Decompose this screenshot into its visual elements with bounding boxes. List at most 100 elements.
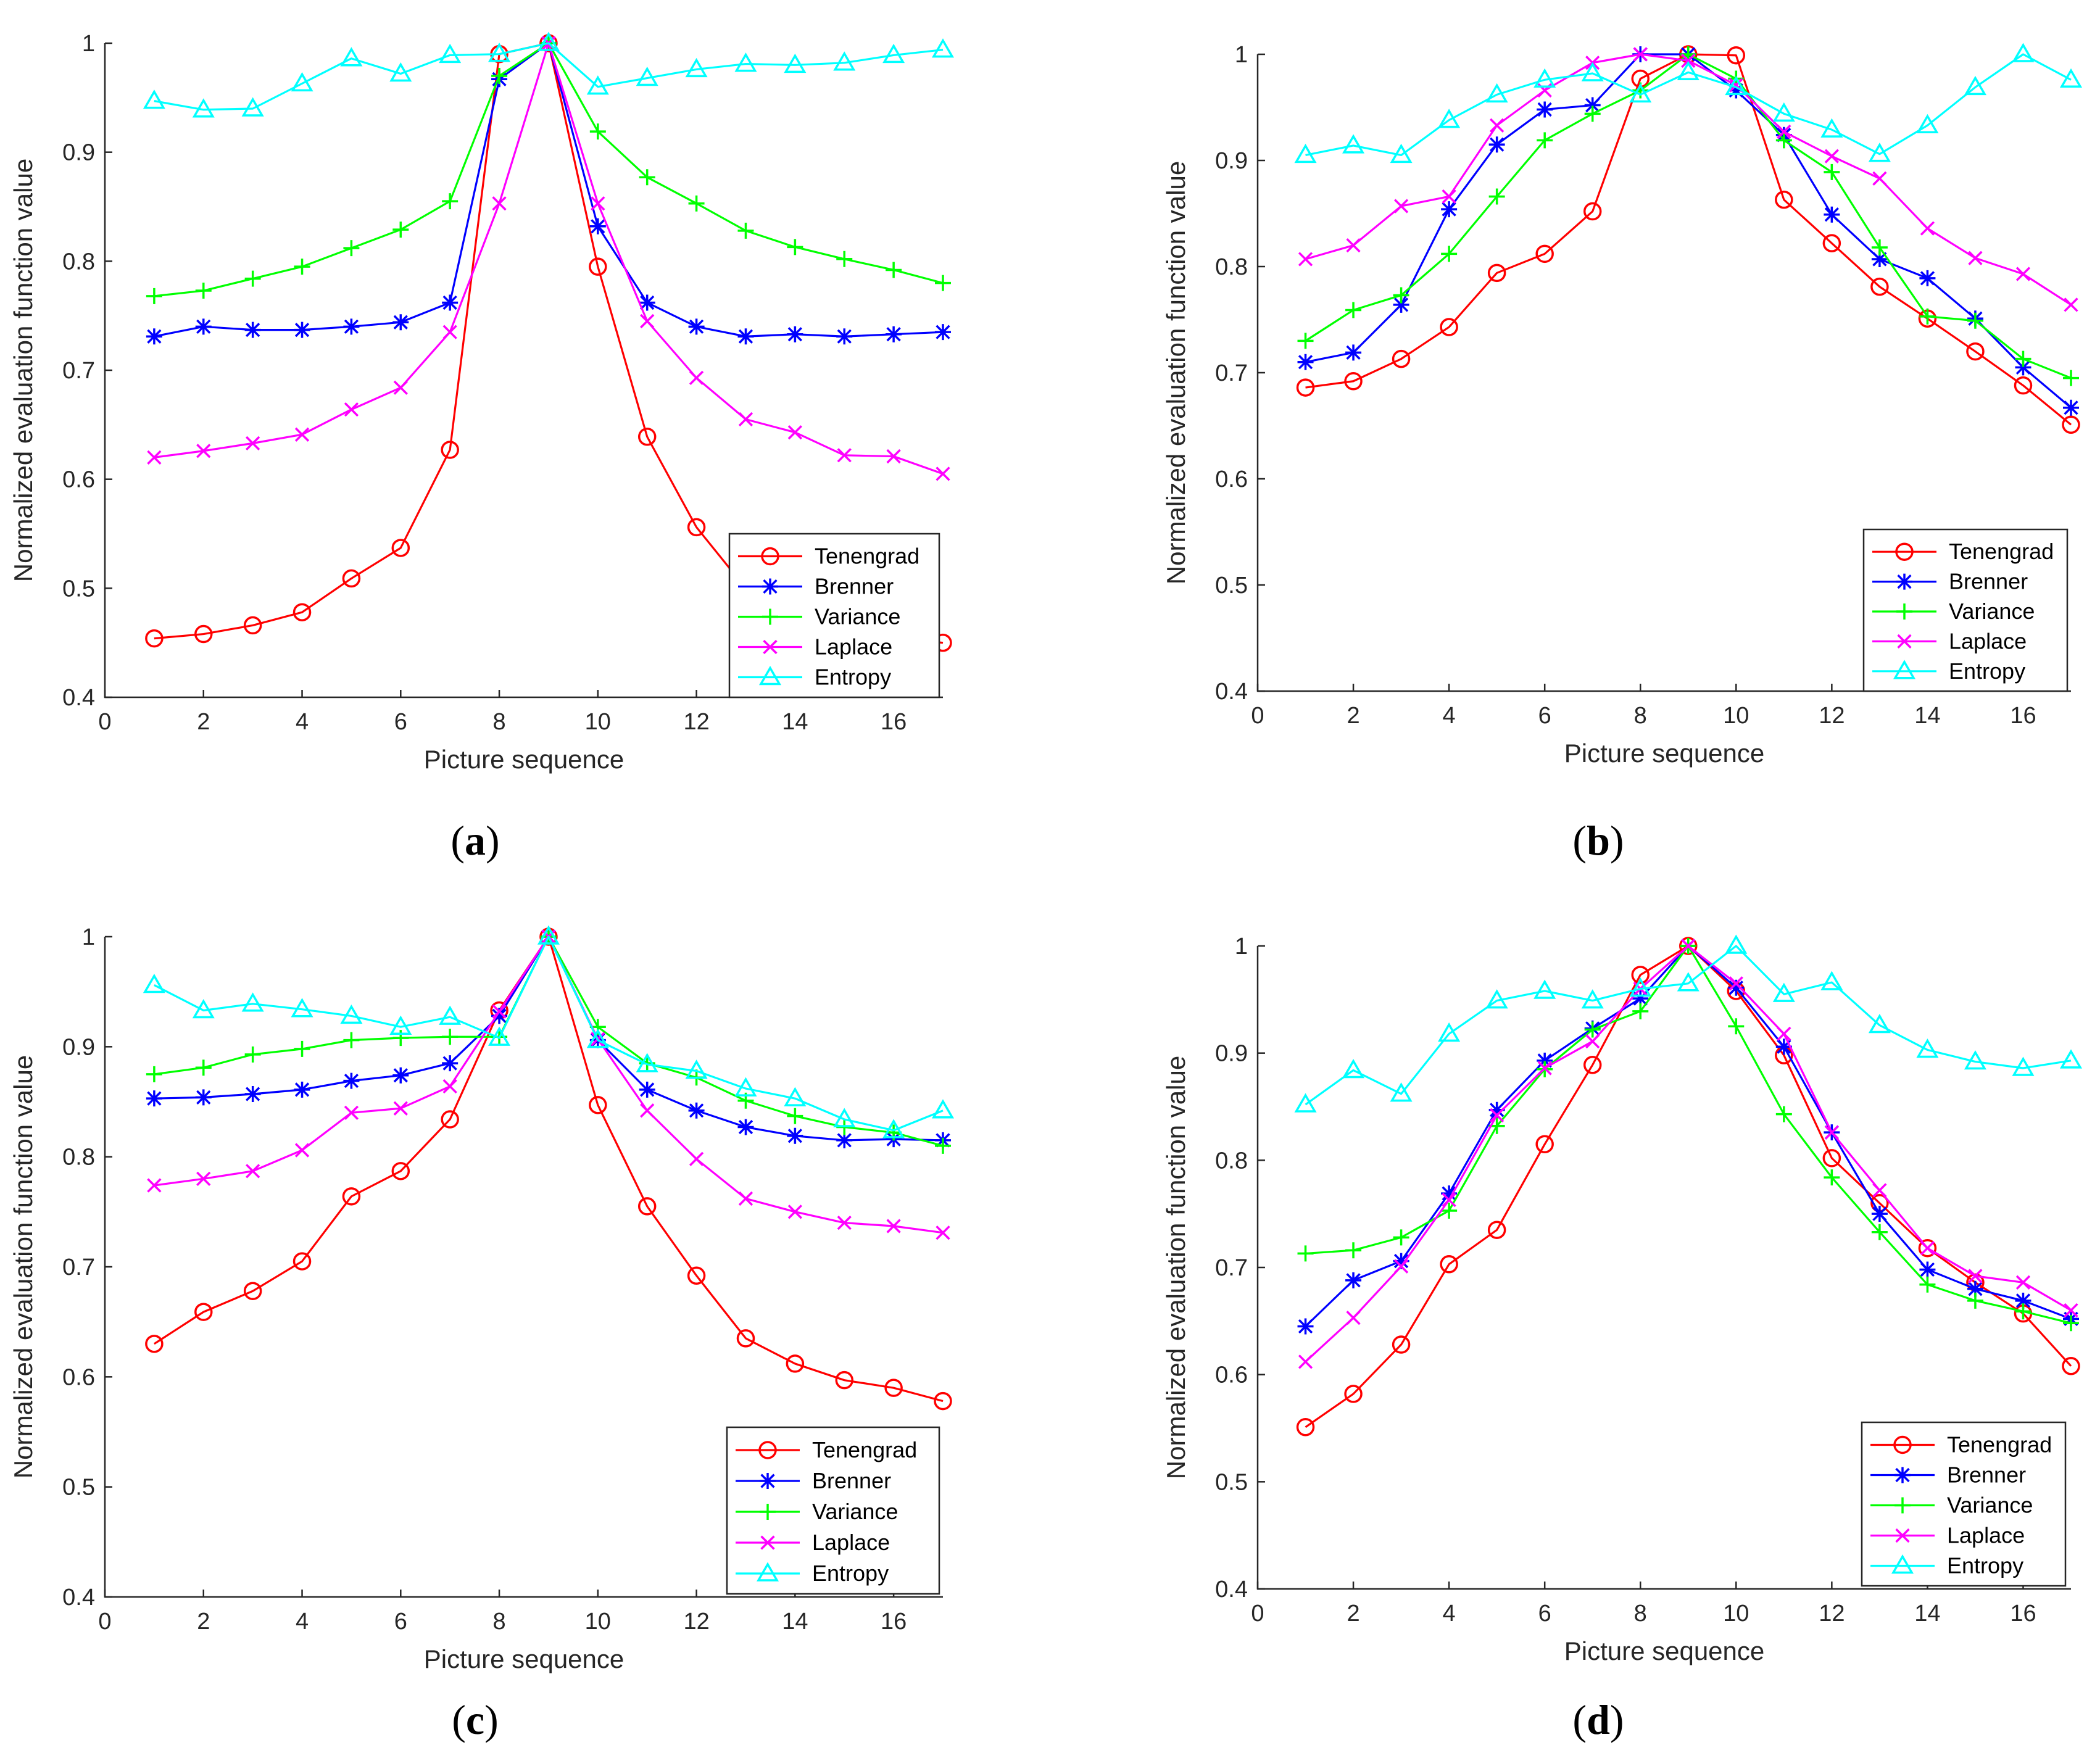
- data-point-entropy: [1868, 143, 1891, 162]
- data-point-variance: [787, 1108, 803, 1124]
- panel-caption: (b): [1572, 817, 1624, 864]
- data-point-tenengrad: [1583, 1056, 1602, 1074]
- series-line-entropy: [154, 935, 944, 1132]
- data-point-entropy: [1725, 934, 1748, 954]
- legend-marker-laplace: [760, 1535, 775, 1550]
- data-point-laplace: [1777, 1026, 1791, 1042]
- data-point-variance: [737, 222, 754, 239]
- data-point-entropy: [685, 1059, 708, 1079]
- x-tick-label: 8: [492, 1609, 505, 1635]
- x-tick-label: 16: [2010, 703, 2036, 729]
- data-point-entropy: [636, 1053, 658, 1072]
- data-point-tenengrad: [1392, 1335, 1411, 1354]
- data-point-brenner: [1632, 990, 1649, 1007]
- data-point-laplace: [344, 402, 359, 417]
- x-tick-label: 16: [881, 709, 907, 735]
- data-point-tenengrad: [194, 1303, 213, 1321]
- data-point-brenner: [1728, 82, 1745, 99]
- legend-entry-laplace: Laplace: [1949, 628, 2027, 653]
- data-point-brenner: [886, 326, 902, 342]
- data-point-brenner: [1824, 206, 1840, 223]
- data-point-laplace: [1585, 1034, 1600, 1049]
- data-point-entropy: [2012, 1056, 2035, 1076]
- data-point-variance: [688, 195, 705, 212]
- x-tick-label: 4: [296, 709, 309, 735]
- data-point-brenner: [1919, 1261, 1936, 1278]
- data-point-variance: [935, 275, 951, 291]
- data-point-laplace: [393, 380, 408, 395]
- data-point-laplace: [393, 1101, 408, 1116]
- data-point-entropy: [2012, 43, 2035, 62]
- series-line-tenengrad: [1305, 53, 2072, 426]
- data-point-variance: [589, 123, 606, 140]
- legend-marker-entropy: [1891, 1554, 1914, 1574]
- legend-entry-variance: Variance: [1947, 1493, 2033, 1518]
- legend-marker-variance: [1896, 603, 1912, 620]
- data-point-tenengrad: [1296, 378, 1315, 397]
- x-axis-label: Picture sequence: [1564, 739, 1765, 768]
- series-line-laplace: [1305, 945, 2072, 1363]
- data-point-laplace: [147, 1178, 162, 1193]
- series-laplace: [147, 36, 950, 481]
- data-point-entropy: [340, 47, 363, 67]
- data-point-laplace: [492, 196, 507, 211]
- y-tick-label: 0.5: [62, 576, 95, 602]
- data-point-tenengrad: [687, 518, 706, 537]
- chart-panel-c: 0 2 4 6 8 10 12 14 16 0.4 0.5 0.6 0.7 0.8 0.9 1 Picture …: [9, 924, 955, 1743]
- legend-entry-variance: Variance: [1949, 599, 2035, 624]
- x-tick-label: 2: [197, 1609, 210, 1635]
- data-point-variance: [244, 1046, 261, 1063]
- data-point-laplace: [1346, 238, 1361, 253]
- data-point-entropy: [389, 1015, 412, 1035]
- y-axis-label: Normalized evaluation function value: [9, 159, 38, 582]
- data-point-brenner: [1297, 354, 1314, 370]
- legend-marker-laplace: [1897, 634, 1912, 649]
- data-point-tenengrad: [1440, 318, 1458, 336]
- data-point-laplace: [1442, 189, 1456, 204]
- data-point-entropy: [1294, 1093, 1317, 1113]
- data-point-tenengrad: [145, 629, 164, 648]
- data-point-brenner: [343, 318, 360, 335]
- data-point-tenengrad: [884, 1379, 903, 1397]
- data-point-entropy: [537, 925, 560, 945]
- data-point-entropy: [1342, 134, 1365, 154]
- x-tick-label: 14: [782, 1609, 808, 1635]
- legend: Tenengrad Brenner Variance Laplace Entropy: [1862, 528, 2069, 692]
- data-point-tenengrad: [441, 441, 459, 459]
- data-point-variance: [392, 222, 409, 238]
- x-tick-label: 12: [683, 1609, 709, 1635]
- data-point-tenengrad: [391, 1162, 410, 1180]
- legend-entry-brenner: Brenner: [812, 1468, 891, 1493]
- data-point-brenner: [1919, 270, 1936, 286]
- data-point-entropy: [291, 72, 313, 92]
- x-tick-label: 0: [98, 1609, 111, 1635]
- data-point-laplace: [591, 196, 605, 211]
- series-line-variance: [154, 42, 944, 297]
- data-point-entropy: [1485, 989, 1508, 1009]
- series-line-tenengrad: [1305, 945, 2072, 1428]
- data-point-variance: [1297, 1245, 1314, 1262]
- data-point-brenner: [244, 321, 261, 338]
- y-tick-label: 0.5: [1215, 573, 1248, 599]
- data-point-laplace: [2064, 1303, 2078, 1318]
- data-point-brenner: [639, 294, 655, 311]
- data-point-entropy: [833, 1108, 856, 1127]
- data-point-entropy: [2059, 68, 2083, 88]
- data-point-laplace: [689, 370, 704, 386]
- data-point-tenengrad: [1775, 190, 1793, 209]
- data-point-laplace: [196, 1171, 211, 1186]
- x-tick-label: 2: [1347, 703, 1359, 729]
- series-variance: [146, 35, 951, 304]
- x-tick-label: 4: [296, 1609, 309, 1635]
- data-point-brenner: [688, 1102, 705, 1119]
- data-point-entropy: [882, 1119, 905, 1138]
- panel-caption-letter: a: [465, 817, 486, 864]
- data-point-laplace: [787, 1204, 802, 1219]
- x-tick-label: 14: [1914, 703, 1940, 729]
- legend-marker-tenengrad: [758, 1441, 777, 1459]
- y-axis-label: Normalized evaluation function value: [9, 1055, 38, 1478]
- y-tick-label: 0.9: [1215, 148, 1248, 174]
- data-point-laplace: [442, 1079, 457, 1094]
- data-point-brenner: [1871, 1206, 1888, 1222]
- data-point-tenengrad: [2014, 376, 2033, 395]
